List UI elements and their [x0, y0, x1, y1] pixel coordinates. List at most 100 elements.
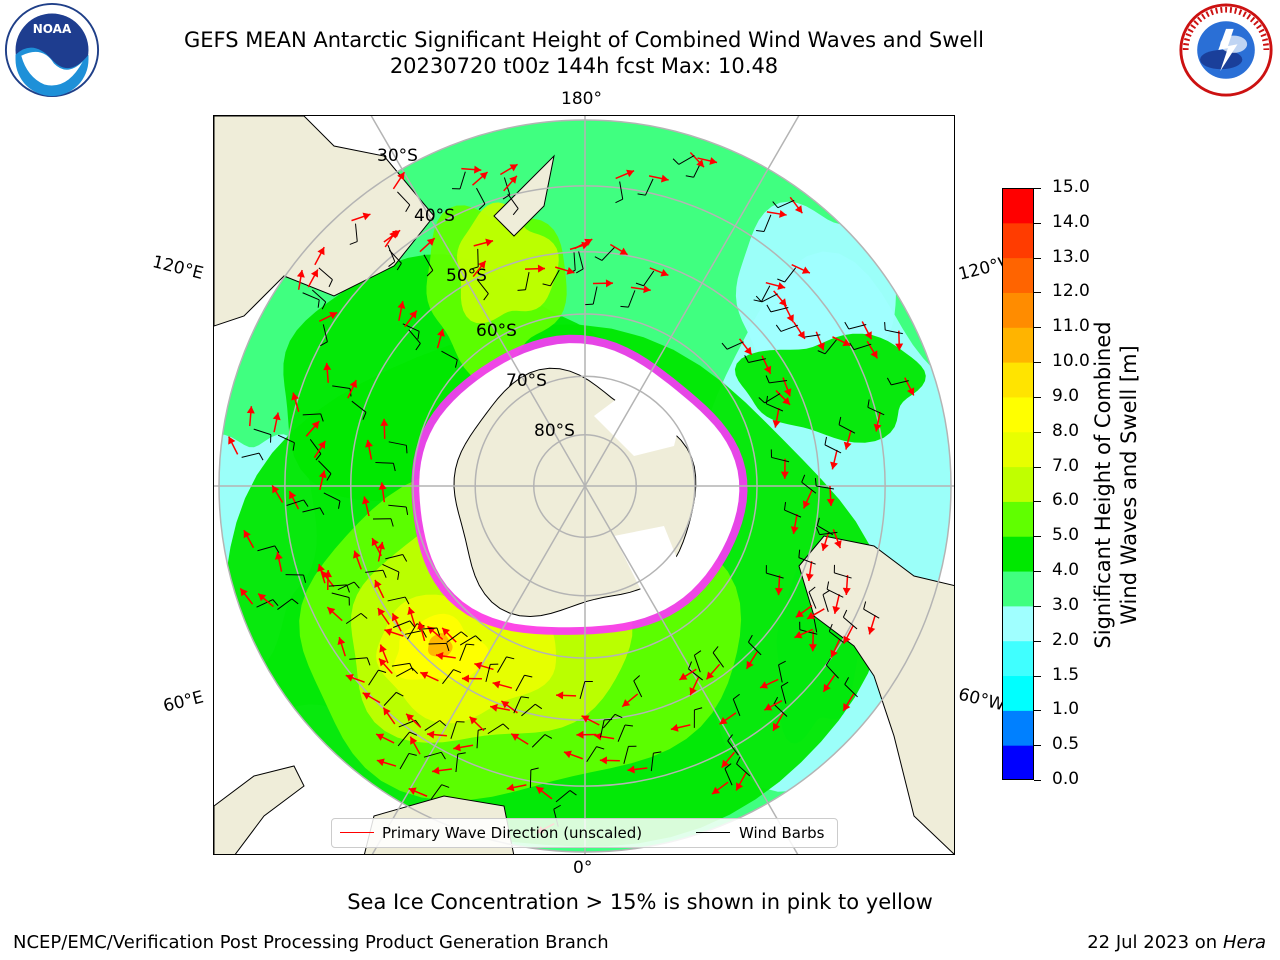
wind-barb-feather	[530, 767, 539, 771]
colorbar-tick-label: 12.0	[1052, 281, 1090, 302]
wave-arrow-head	[407, 607, 416, 615]
wind-barb-feather	[798, 549, 801, 558]
legend: Primary Wave Direction (unscaled) Wind B…	[331, 818, 838, 848]
wind-barb-feather	[524, 674, 533, 678]
wind-barb-feather	[620, 305, 629, 308]
lon-label-0: 0°	[573, 858, 593, 878]
colorbar-tick-label: 4.0	[1052, 560, 1080, 581]
wind-barb	[476, 279, 489, 294]
colorbar-bin	[1002, 257, 1034, 293]
colorbar-tick-label: 11.0	[1052, 316, 1090, 337]
wind-barb-feather	[553, 804, 561, 810]
wind-barb	[778, 664, 783, 683]
wave-arrow-head	[461, 674, 469, 683]
wave-arrow-head	[566, 266, 575, 275]
colorbar-bin	[1002, 536, 1034, 572]
wind-barb	[442, 669, 454, 685]
wind-barb-feather	[392, 463, 396, 472]
wave-arrow-head	[391, 613, 400, 622]
wave-arrow-head	[432, 766, 440, 775]
wave-arrow-head	[478, 260, 486, 269]
noaa-logo-text: NOAA	[32, 22, 72, 36]
wave-arrow-head	[660, 269, 669, 277]
wave-arrow-head	[311, 421, 320, 430]
wave-arrow-head	[576, 730, 584, 739]
wave-arrow-head	[774, 587, 783, 596]
wind-barb	[477, 248, 479, 267]
colorbar-bin	[1002, 362, 1034, 398]
wind-barb-feather	[863, 601, 867, 610]
wind-barb	[396, 667, 413, 677]
wind-barb-feather	[396, 262, 402, 271]
wind-barb	[322, 324, 328, 342]
wind-barb-feather	[405, 204, 411, 213]
wave-arrow-head	[420, 671, 429, 679]
wind-barb	[769, 380, 788, 384]
wind-barb	[801, 481, 817, 494]
wave-arrow-head	[842, 587, 851, 596]
wind-barb	[428, 642, 447, 645]
wave-arrow-head	[709, 157, 718, 165]
wind-barb-feather	[637, 193, 646, 196]
wind-barb	[459, 171, 466, 190]
wind-barb	[824, 339, 837, 355]
wave-arrow-head	[643, 285, 651, 294]
wind-barb-feather	[404, 596, 410, 605]
wind-barb	[678, 155, 695, 165]
wind-barb-feather	[777, 278, 785, 283]
wind-barb-feather	[884, 322, 886, 331]
ross-ice-shelf	[594, 386, 684, 456]
colorbar-tick-label: 13.0	[1052, 246, 1090, 267]
wind-barb	[844, 683, 858, 698]
wind-barb-feather	[517, 289, 526, 291]
wind-barb-feather	[272, 599, 279, 607]
wave-arrow-head	[696, 159, 704, 168]
wind-barb-feather	[411, 667, 419, 675]
wind-barb-feather	[614, 713, 623, 719]
wind-barb-feather	[360, 612, 368, 619]
wave-arrow-head	[773, 722, 781, 731]
wind-barb	[476, 730, 479, 749]
wave-arrow-head	[843, 702, 851, 712]
wind-barb-feather	[478, 203, 486, 210]
colorbar-tick-label: 1.5	[1052, 664, 1080, 685]
longitude-line	[370, 116, 586, 487]
wave-arrow-head	[317, 564, 325, 572]
wind-barb	[405, 629, 423, 635]
wave-arrow-head	[826, 498, 835, 507]
colorbar-tick-mark	[1034, 571, 1041, 573]
wave-arrow-head	[763, 365, 772, 374]
wave-arrow-head	[870, 350, 878, 359]
wave-arrow-head	[584, 238, 593, 247]
wave-arrow-head	[779, 209, 787, 218]
wind-barb-feather	[326, 473, 332, 481]
wind-barb	[748, 641, 762, 656]
wave-arrow-head	[744, 346, 752, 355]
wind-barb-feather	[844, 677, 850, 685]
wave-arrow-head	[442, 627, 450, 636]
wave-arrow-head	[377, 608, 386, 617]
wind-barb	[525, 271, 530, 290]
land-australia	[214, 116, 435, 327]
wave-arrow-head	[406, 713, 415, 722]
wind-barb	[487, 723, 504, 735]
wind-barb	[838, 424, 856, 434]
wind-barb-feather	[274, 545, 280, 553]
wind-barb-feather	[849, 342, 855, 350]
wave-arrow-head	[469, 716, 478, 725]
wave-arrow-head	[721, 759, 730, 768]
wind-barb-feather	[542, 283, 551, 287]
wind-barb	[843, 616, 858, 630]
colorbar-tick-label: 15.0	[1052, 177, 1090, 197]
wind-barb-feather	[736, 756, 741, 765]
wind-barb	[627, 290, 636, 308]
wave-arrow-head	[746, 660, 754, 669]
map-title: GEFS MEAN Antarctic Significant Height o…	[183, 28, 985, 52]
wave-arrow-head	[362, 692, 371, 700]
wind-barb	[748, 358, 767, 363]
wave-arrow-head	[246, 406, 255, 414]
wind-barb	[770, 307, 789, 313]
wave-arrow-head	[362, 496, 370, 505]
wave-arrow-head	[867, 626, 876, 635]
wave-arrow-head	[353, 550, 361, 559]
